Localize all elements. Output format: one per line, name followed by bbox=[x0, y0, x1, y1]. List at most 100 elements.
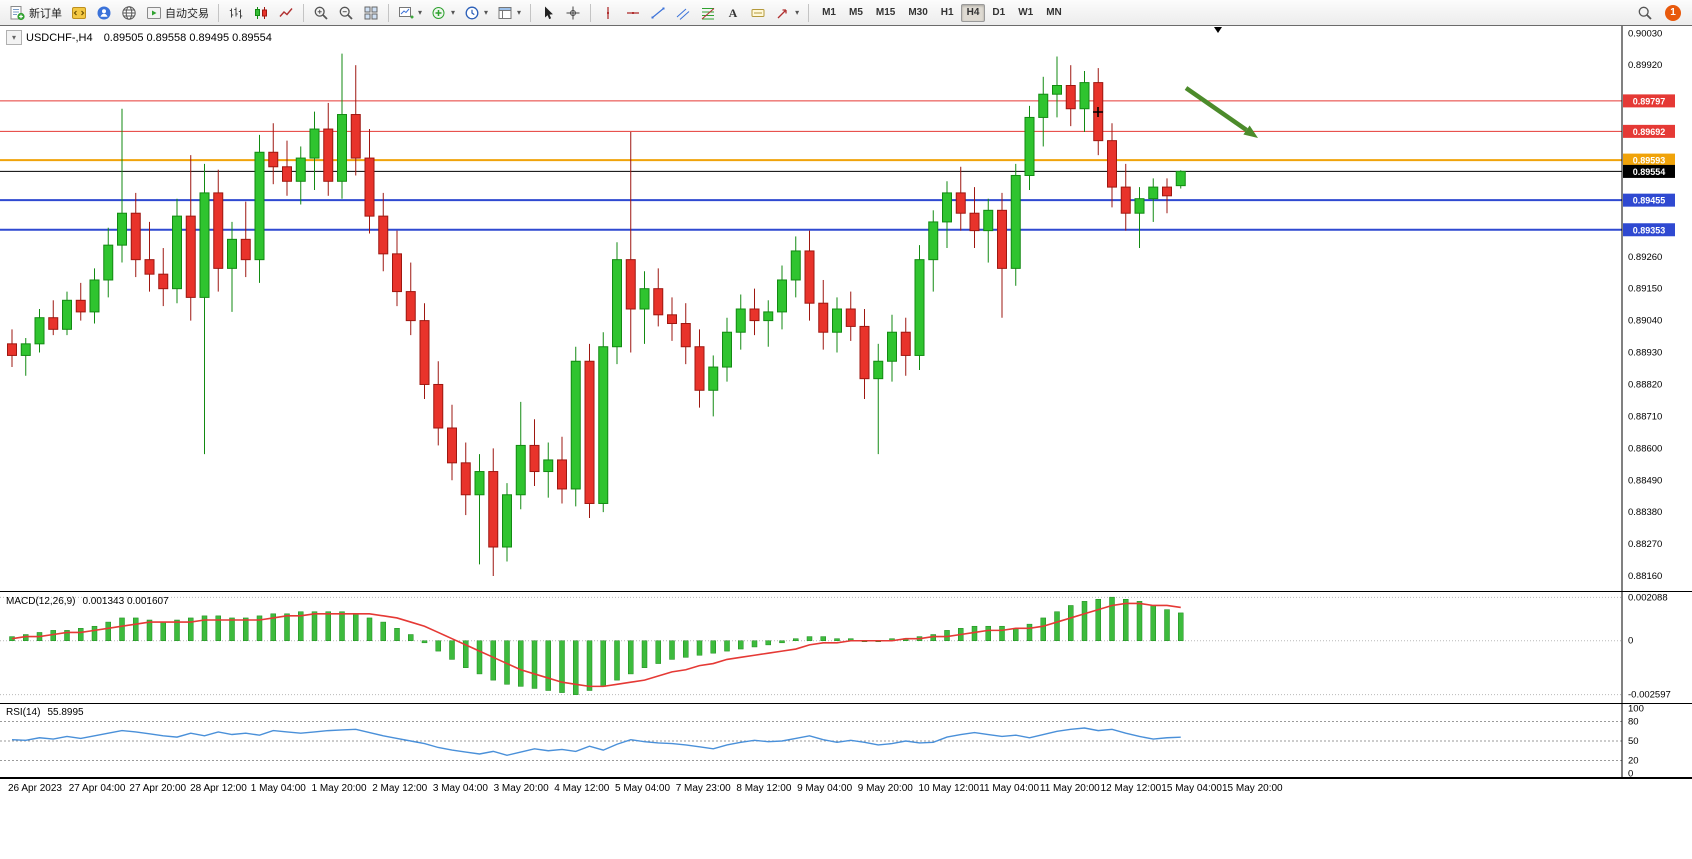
rsi-axis[interactable]: 100 80 50 20 0 bbox=[1628, 704, 1644, 778]
vertical-line-icon bbox=[607, 6, 610, 19]
text-tool-button[interactable]: A bbox=[721, 2, 745, 24]
indicators-icon bbox=[432, 6, 445, 19]
rsi-line bbox=[11, 727, 1181, 757]
timeframe-H1[interactable]: H1 bbox=[935, 4, 960, 22]
price-chart[interactable]: 0.90030 0.89920 0.89260 0.89150 0.89040 0.889… bbox=[0, 26, 1692, 592]
horizontal-line-button[interactable] bbox=[621, 2, 645, 24]
notification-badge[interactable]: 1 bbox=[1665, 4, 1681, 21]
new-chart-button[interactable]: ▾ bbox=[394, 2, 426, 24]
periods-button[interactable]: ▾ bbox=[460, 2, 492, 24]
price-axis[interactable]: 0.90030 0.89920 0.89260 0.89150 0.89040 0.889… bbox=[1628, 28, 1662, 582]
bars-chart-button[interactable] bbox=[224, 2, 248, 24]
chart-title: USDCHF-,H4 0.89505 0.89558 0.89495 0.895… bbox=[26, 32, 272, 44]
time-axis[interactable]: 26 Apr 2023 27 Apr 04:00 27 Apr 20:00 28 Ap… bbox=[0, 778, 1692, 859]
channel-icon bbox=[676, 8, 690, 20]
svg-text:50: 50 bbox=[1628, 736, 1639, 747]
chevron-down-icon: ▾ bbox=[795, 7, 800, 17]
fibonacci-icon bbox=[701, 7, 715, 19]
time-label: 3 May 20:00 bbox=[493, 783, 549, 794]
rsi-label: RSI(14) 55.8995 bbox=[6, 707, 84, 718]
plus-marker[interactable] bbox=[1093, 107, 1103, 117]
timeframe-M15[interactable]: M15 bbox=[870, 4, 901, 22]
svg-text:0.88710: 0.88710 bbox=[1628, 411, 1662, 422]
svg-text:0.89797: 0.89797 bbox=[1633, 96, 1666, 106]
trend-arrow-head bbox=[1243, 125, 1258, 138]
arrows-tool-button[interactable]: ▾ bbox=[771, 2, 803, 24]
time-label: 28 Apr 12:00 bbox=[190, 783, 247, 794]
zoom-out-button[interactable] bbox=[334, 2, 358, 24]
trendline-icon bbox=[651, 7, 665, 18]
indicators-button[interactable]: ▾ bbox=[427, 2, 459, 24]
autotrading-icon bbox=[147, 6, 161, 19]
metaeditor-button[interactable] bbox=[67, 2, 91, 24]
macd-label: MACD(12,26,9) 0.001343 0.001607 bbox=[6, 596, 169, 607]
shift-marker bbox=[1214, 27, 1222, 33]
zoom-in-button[interactable] bbox=[309, 2, 333, 24]
time-label: 26 Apr 2023 bbox=[8, 783, 62, 794]
toolbar-separator bbox=[530, 3, 532, 22]
fibonacci-button[interactable] bbox=[696, 2, 720, 24]
svg-text:0.89260: 0.89260 bbox=[1628, 252, 1662, 263]
svg-text:0.89150: 0.89150 bbox=[1628, 284, 1662, 295]
timeframe-MN[interactable]: MN bbox=[1040, 4, 1068, 22]
timeframe-M30[interactable]: M30 bbox=[902, 4, 933, 22]
svg-text:0.88820: 0.88820 bbox=[1628, 379, 1662, 390]
website-button[interactable] bbox=[117, 2, 141, 24]
label-tool-button[interactable] bbox=[746, 2, 770, 24]
svg-text:0.89692: 0.89692 bbox=[1633, 127, 1666, 137]
text-icon: A bbox=[729, 6, 738, 20]
crosshair-button[interactable] bbox=[561, 2, 585, 24]
time-label: 9 May 04:00 bbox=[797, 783, 853, 794]
svg-text:0.88160: 0.88160 bbox=[1628, 571, 1662, 582]
tile-windows-button[interactable] bbox=[359, 2, 383, 24]
templates-button[interactable]: ▾ bbox=[493, 2, 525, 24]
macd-signal-line bbox=[11, 602, 1181, 688]
toolbar-separator bbox=[303, 3, 304, 22]
price-levels[interactable] bbox=[0, 100, 1622, 231]
channel-button[interactable] bbox=[671, 2, 695, 24]
svg-text:0.88930: 0.88930 bbox=[1628, 348, 1662, 359]
rsi-panel[interactable]: 100 80 50 20 0 bbox=[0, 704, 1692, 778]
templates-icon bbox=[498, 6, 512, 19]
crosshair-icon bbox=[566, 6, 580, 19]
timeframe-D1[interactable]: D1 bbox=[986, 4, 1011, 22]
time-label: 15 May 20:00 bbox=[1222, 783, 1283, 794]
search-button[interactable] bbox=[1633, 2, 1657, 24]
trendline-button[interactable] bbox=[646, 2, 670, 24]
macd-panel[interactable]: 0.002088 -0.002597 0 bbox=[0, 592, 1692, 704]
time-label: 7 May 23:00 bbox=[675, 783, 731, 794]
svg-text:0.89040: 0.89040 bbox=[1628, 316, 1662, 327]
time-label: 9 May 20:00 bbox=[857, 783, 913, 794]
new-order-button[interactable]: 新订单 bbox=[5, 2, 66, 24]
time-label: 3 May 04:00 bbox=[432, 783, 488, 794]
macd-values: 0.001343 0.001607 bbox=[82, 596, 169, 607]
periods-clock-icon bbox=[465, 6, 479, 19]
autotrading-button[interactable]: 自动交易 bbox=[142, 2, 213, 24]
macd-name: MACD(12,26,9) bbox=[6, 596, 76, 607]
macd-axis[interactable]: 0.002088 -0.002597 0 bbox=[1628, 592, 1671, 700]
svg-text:0.002088: 0.002088 bbox=[1628, 592, 1668, 603]
chart-symbol-period: USDCHF-,H4 bbox=[26, 32, 93, 44]
time-label: 27 Apr 20:00 bbox=[129, 783, 187, 794]
timeframe-W1[interactable]: W1 bbox=[1012, 4, 1039, 22]
vertical-line-button[interactable] bbox=[596, 2, 620, 24]
trend-arrow[interactable] bbox=[1184, 86, 1248, 132]
toolbar-separator bbox=[808, 3, 810, 22]
community-icon bbox=[97, 6, 111, 19]
timeframe-H4[interactable]: H4 bbox=[960, 3, 986, 22]
label-icon bbox=[751, 8, 765, 17]
one-click-trading-arrow[interactable]: ▾ bbox=[6, 30, 22, 45]
cursor-button[interactable] bbox=[536, 2, 560, 24]
svg-text:100: 100 bbox=[1628, 704, 1644, 715]
line-chart-button[interactable] bbox=[274, 2, 298, 24]
bars-chart-icon bbox=[229, 7, 243, 18]
timeframe-M5[interactable]: M5 bbox=[843, 4, 869, 22]
svg-text:-0.002597: -0.002597 bbox=[1628, 690, 1671, 701]
community-button[interactable] bbox=[92, 2, 116, 24]
timeframe-M1[interactable]: M1 bbox=[816, 4, 842, 22]
chevron-down-icon: ▾ bbox=[517, 7, 522, 17]
time-label: 1 May 04:00 bbox=[250, 783, 306, 794]
chart-window: 0.90030 0.89920 0.89260 0.89150 0.89040 0.889… bbox=[0, 26, 1692, 859]
candlestick-chart-button[interactable] bbox=[249, 2, 273, 24]
